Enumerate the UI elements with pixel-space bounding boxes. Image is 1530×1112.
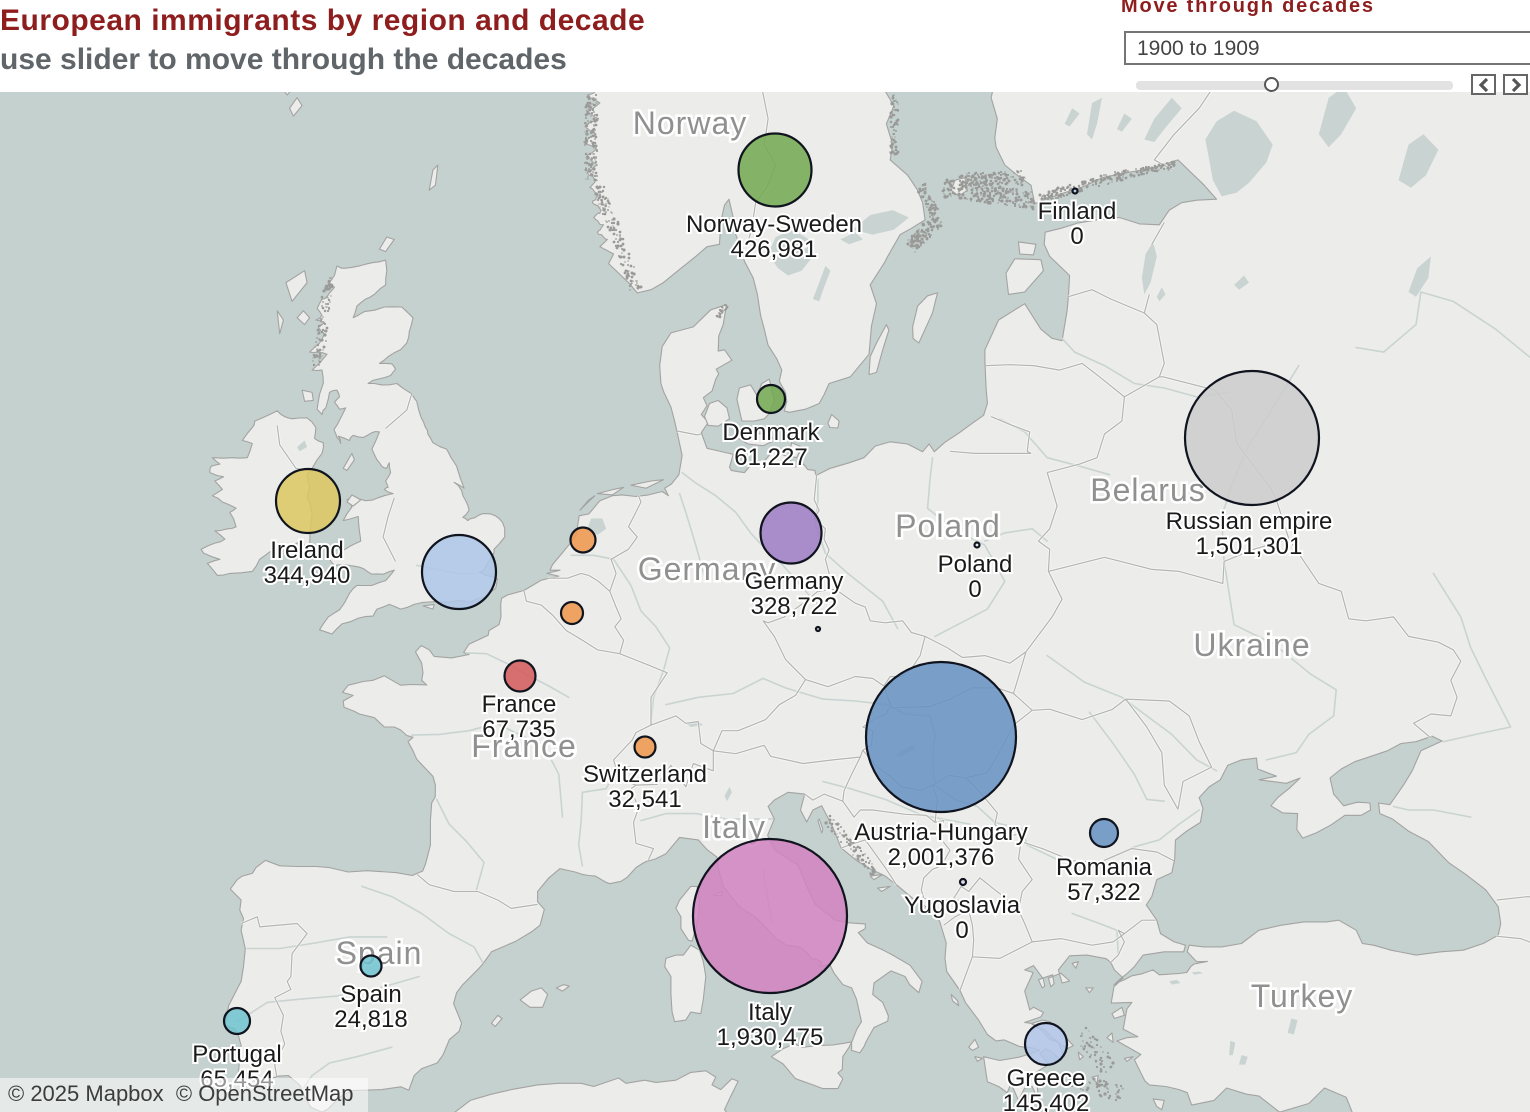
- svg-text:Germany: Germany: [638, 551, 777, 587]
- svg-text:Finland: Finland: [1038, 198, 1117, 225]
- svg-text:Ukraine: Ukraine: [1193, 627, 1310, 663]
- svg-text:344,940: 344,940: [264, 562, 351, 589]
- svg-text:Yugoslavia: Yugoslavia: [904, 892, 1021, 919]
- svg-text:Norway-Sweden: Norway-Sweden: [686, 211, 862, 238]
- svg-text:Spain: Spain: [340, 981, 401, 1008]
- svg-text:France: France: [482, 691, 557, 718]
- svg-text:0: 0: [955, 917, 968, 944]
- svg-text:24,818: 24,818: [334, 1006, 407, 1033]
- svg-text:32,541: 32,541: [608, 786, 681, 813]
- svg-text:France: France: [471, 728, 577, 764]
- svg-text:57,322: 57,322: [1067, 879, 1140, 906]
- svg-text:Ireland: Ireland: [270, 537, 343, 564]
- svg-text:1,501,301: 1,501,301: [1196, 533, 1303, 560]
- svg-text:Russian empire: Russian empire: [1166, 508, 1333, 535]
- svg-text:Austria-Hungary: Austria-Hungary: [854, 819, 1027, 846]
- svg-text:328,722: 328,722: [751, 593, 838, 620]
- svg-text:Belarus: Belarus: [1090, 472, 1206, 508]
- svg-text:2,001,376: 2,001,376: [888, 844, 995, 871]
- svg-text:0: 0: [1070, 223, 1083, 250]
- svg-text:Romania: Romania: [1056, 854, 1153, 881]
- svg-text:Poland: Poland: [938, 551, 1013, 578]
- svg-text:1,930,475: 1,930,475: [717, 1024, 824, 1051]
- svg-text:Switzerland: Switzerland: [583, 761, 707, 788]
- svg-text:Turkey: Turkey: [1251, 978, 1354, 1014]
- svg-text:Germany: Germany: [745, 568, 844, 595]
- svg-text:61,227: 61,227: [734, 444, 807, 471]
- svg-text:0: 0: [968, 576, 981, 603]
- svg-text:426,981: 426,981: [731, 236, 818, 263]
- svg-text:Italy: Italy: [748, 999, 792, 1026]
- svg-text:Portugal: Portugal: [192, 1041, 281, 1068]
- svg-text:Greece: Greece: [1007, 1065, 1086, 1092]
- svg-text:67,735: 67,735: [482, 716, 555, 743]
- svg-text:Italy: Italy: [702, 809, 766, 845]
- svg-text:Norway: Norway: [633, 105, 747, 141]
- svg-text:145,402: 145,402: [1003, 1090, 1090, 1112]
- svg-text:Poland: Poland: [895, 508, 1001, 544]
- svg-text:Denmark: Denmark: [722, 419, 820, 446]
